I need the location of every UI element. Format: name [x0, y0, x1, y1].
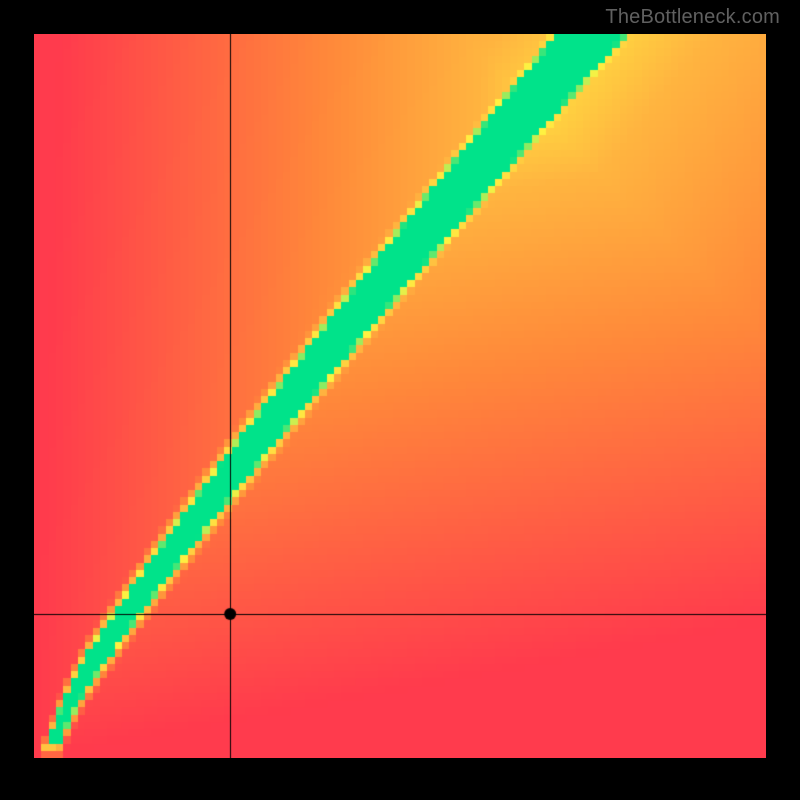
chart-container: TheBottleneck.com — [0, 0, 800, 800]
crosshair-overlay — [34, 34, 766, 758]
watermark-text: TheBottleneck.com — [605, 6, 780, 29]
